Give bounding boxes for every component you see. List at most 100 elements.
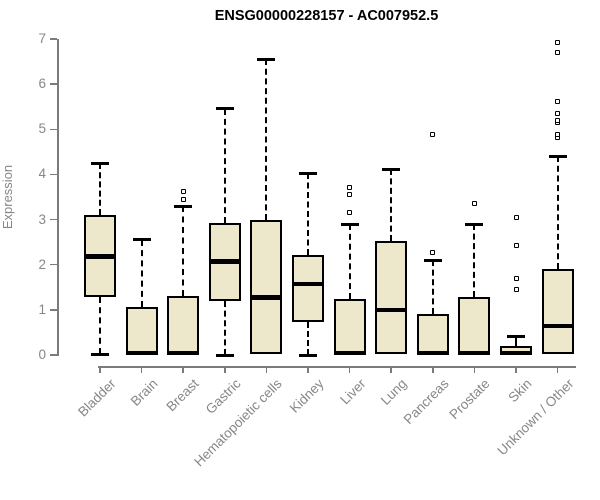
whisker-upper: [140, 239, 143, 307]
outlier-point: [471, 201, 477, 207]
whisker-cap-max: [132, 238, 151, 242]
outlier-point: [513, 275, 519, 281]
whisker-cap-max: [507, 334, 525, 338]
whisker-cap-max: [257, 57, 276, 61]
whisker-upper: [473, 224, 476, 297]
y-tick-mark: [50, 218, 57, 221]
whisker-upper: [515, 336, 517, 346]
x-tick-mark: [307, 366, 309, 373]
whisker-cap-min: [91, 352, 109, 356]
whisker-lower: [223, 300, 226, 355]
box-iqr: [250, 220, 283, 355]
median-line: [167, 350, 200, 355]
y-tick-mark: [50, 128, 57, 131]
whisker-cap-max: [548, 154, 567, 158]
y-tick-label: 0: [38, 347, 46, 362]
x-tick-mark: [140, 366, 143, 373]
outlier-point: [555, 111, 561, 117]
y-tick-label: 4: [38, 166, 46, 182]
outlier-point: [180, 196, 186, 202]
x-tick-mark: [265, 366, 268, 373]
outlier-point: [513, 214, 519, 220]
outlier-point: [513, 287, 519, 293]
outlier-point: [430, 250, 436, 256]
whisker-upper: [182, 206, 185, 296]
outlier-point: [555, 117, 561, 123]
y-tick-mark: [50, 83, 57, 85]
whisker-upper: [265, 59, 268, 221]
whisker-upper: [99, 163, 101, 216]
x-tick-mark: [182, 366, 184, 373]
y-tick-label: 3: [38, 211, 46, 227]
box-iqr: [167, 295, 200, 355]
outlier-point: [555, 132, 561, 138]
whisker-cap-min: [299, 353, 317, 357]
outlier-point: [347, 192, 353, 198]
whisker-cap-max: [299, 171, 317, 175]
x-tick-mark: [515, 366, 517, 373]
x-axis-line: [98, 366, 576, 368]
whisker-cap-max: [465, 222, 484, 226]
chart-title: ENSG00000228157 - AC007952.5: [214, 8, 439, 24]
box-iqr: [375, 241, 408, 355]
whisker-cap-max: [215, 107, 234, 111]
whisker-lower: [99, 297, 101, 355]
x-tick-mark: [99, 366, 101, 373]
outlier-point: [555, 98, 561, 104]
whisker-cap-min: [215, 353, 234, 357]
median-line: [375, 307, 408, 313]
box-iqr: [292, 254, 324, 322]
x-tick-mark: [432, 366, 434, 373]
outlier-point: [513, 243, 519, 249]
median-line: [208, 259, 241, 264]
y-tick-label: 2: [38, 256, 46, 272]
y-tick-label: 7: [38, 31, 46, 46]
x-tick-mark: [473, 366, 476, 373]
outlier-point: [347, 185, 353, 191]
whisker-upper: [348, 224, 351, 299]
median-line: [458, 350, 491, 355]
x-tick-mark: [390, 366, 392, 373]
whisker-upper: [223, 108, 226, 224]
median-line: [84, 254, 116, 259]
y-tick-label: 6: [38, 76, 46, 92]
median-line: [541, 323, 574, 329]
outlier-point: [555, 39, 561, 45]
y-tick-mark: [50, 173, 57, 176]
whisker-cap-max: [340, 222, 359, 226]
x-tick-mark: [556, 366, 559, 373]
x-tick-mark: [224, 366, 226, 373]
median-line: [500, 350, 532, 355]
whisker-cap-max: [91, 161, 109, 165]
y-tick-mark: [50, 354, 57, 356]
median-line: [416, 350, 449, 355]
median-line: [333, 350, 366, 355]
y-axis-label: Expression: [0, 164, 15, 230]
box-iqr: [416, 314, 449, 355]
y-axis-line: [57, 39, 59, 356]
whisker-upper: [431, 260, 434, 315]
outlier-point: [430, 131, 436, 137]
x-tick-mark: [348, 366, 351, 373]
outlier-point: [555, 49, 561, 55]
y-tick-label: 1: [38, 301, 46, 317]
box-iqr: [541, 269, 574, 355]
outlier-point: [347, 210, 353, 216]
y-tick-mark: [50, 309, 57, 311]
median-line: [250, 295, 283, 300]
whisker-cap-max: [423, 258, 442, 262]
box-iqr: [333, 299, 366, 355]
box-iqr: [125, 306, 158, 355]
whisker-upper: [390, 169, 393, 242]
y-tick-mark: [50, 38, 57, 40]
whisker-upper: [556, 156, 559, 270]
median-line: [292, 281, 324, 287]
whisker-cap-max: [174, 204, 193, 208]
box-iqr: [458, 296, 491, 355]
y-tick-mark: [50, 263, 57, 266]
whisker-lower: [307, 321, 309, 355]
whisker-cap-max: [382, 167, 401, 171]
whisker-upper: [307, 173, 309, 255]
outlier-point: [180, 189, 186, 195]
